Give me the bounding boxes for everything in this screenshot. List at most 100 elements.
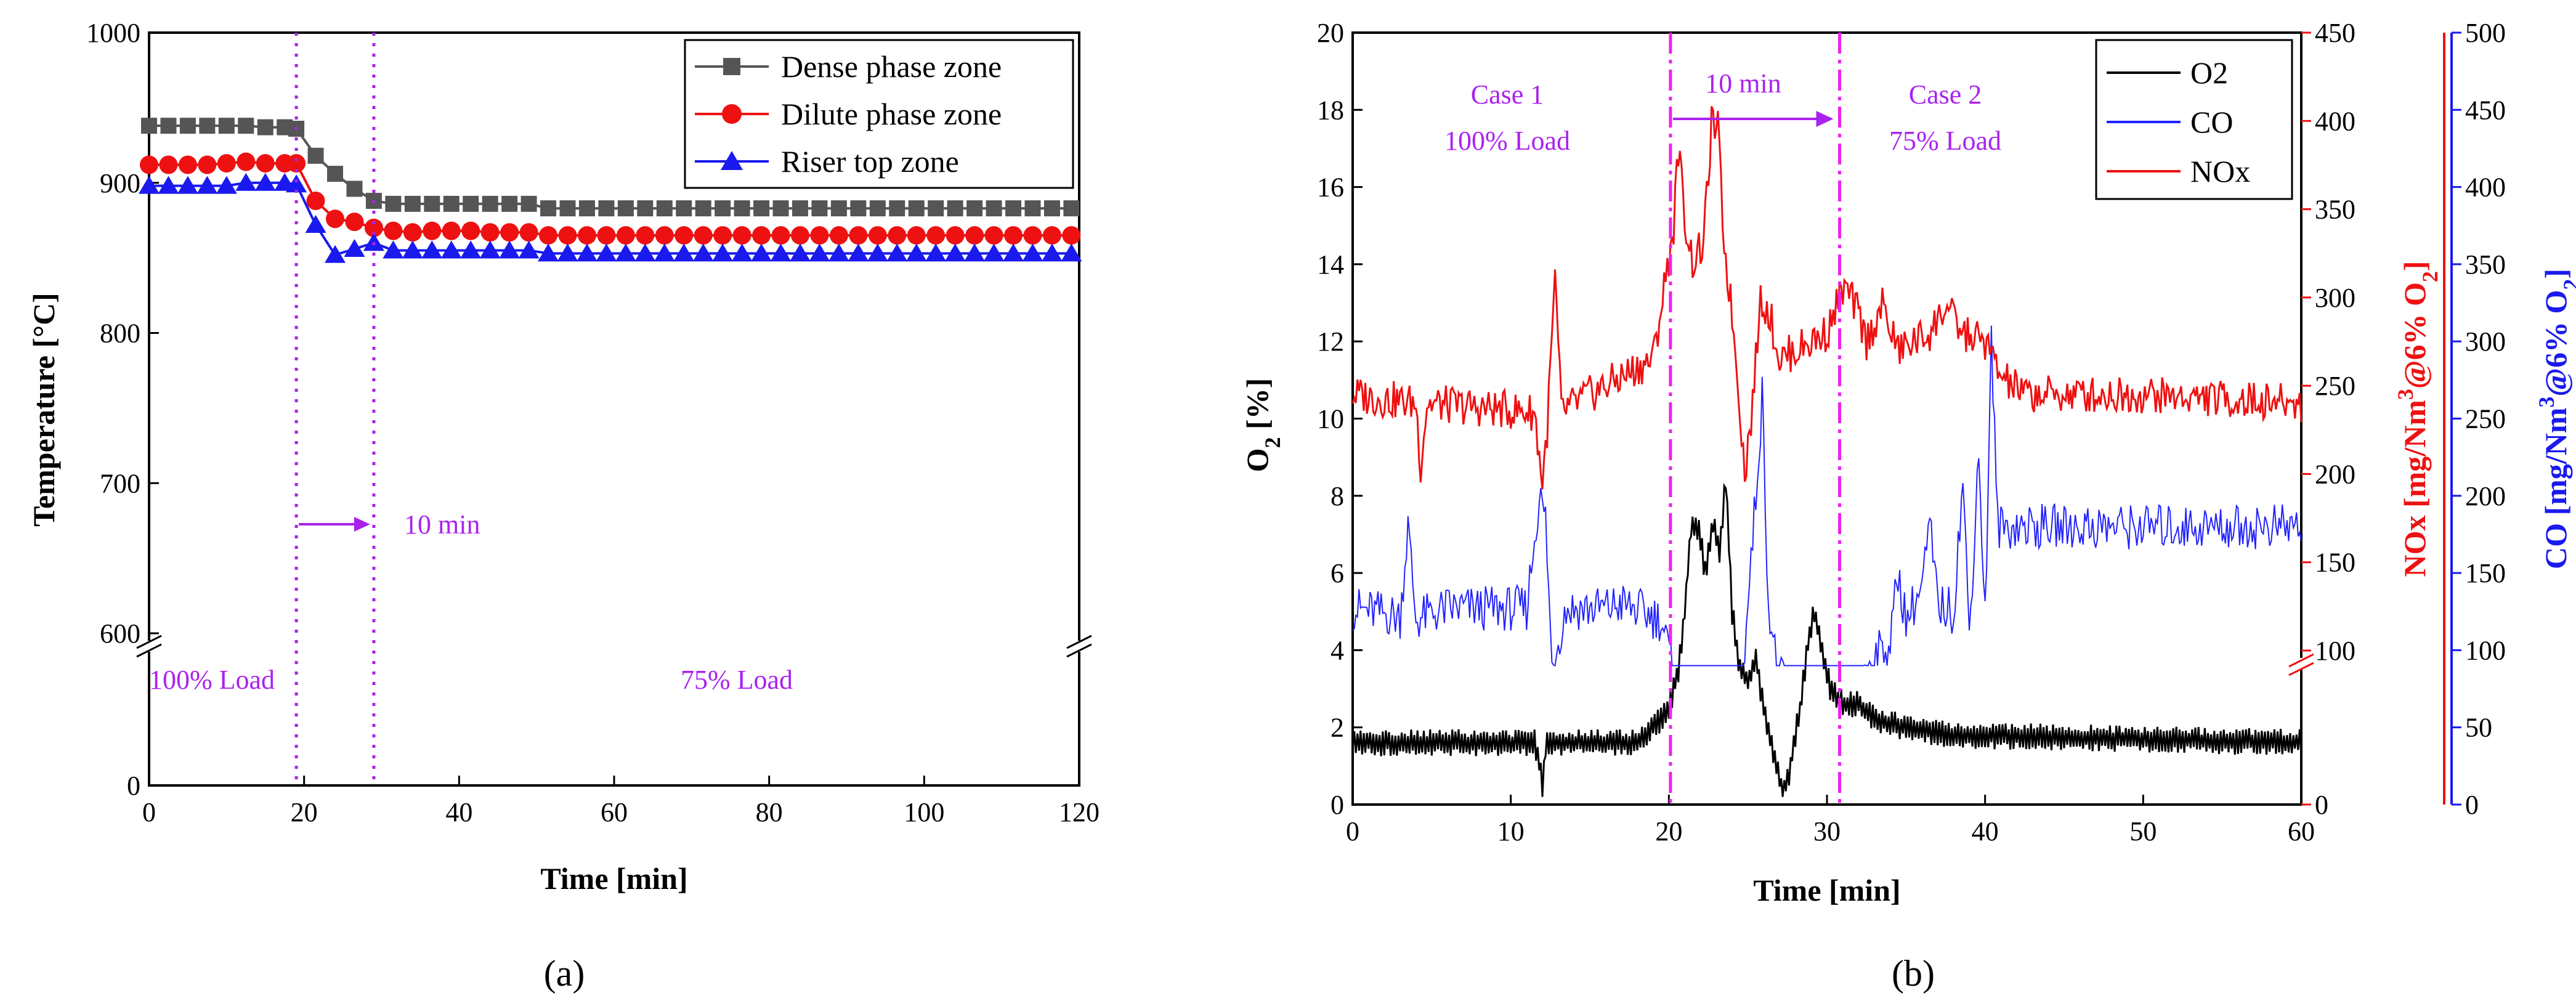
panel-a-riser-point [235, 172, 257, 191]
panel-a-dilute-point [198, 155, 217, 174]
panel-b-o2-tick-label: 4 [1331, 635, 1344, 665]
legend-dense-label: Dense phase zone [781, 49, 1002, 84]
panel-a-dilute-point [965, 226, 984, 245]
panel-b-co-tick-label: 200 [2465, 481, 2506, 511]
panel-a-riser-point [886, 243, 908, 262]
panel-a-y-tick-label: 1000 [86, 18, 140, 48]
panel-a-dense-point [346, 181, 363, 197]
panel-a-dense-point [772, 200, 789, 217]
legend-riser-marker [721, 151, 743, 170]
panel-a-dense-point [443, 195, 460, 212]
panel-b-o2-tick-label: 14 [1317, 249, 1344, 280]
panel-a-legend: Dense phase zone Dilute phase zone Riser… [684, 39, 1074, 189]
panel-b-x-axis-title: Time [min] [1753, 873, 1900, 907]
panel-a-y-tick-label: 800 [100, 318, 140, 349]
legend-nox-label: NOx [2190, 154, 2250, 189]
panel-a-dense-point [656, 200, 673, 217]
panel-a-riser-point [254, 172, 276, 191]
panel-b-o2-tick-label: 20 [1317, 18, 1344, 48]
panel-a-dense-point [1063, 200, 1080, 217]
panel-a-dilute-point [539, 226, 558, 245]
panel-a-riser-point [402, 240, 423, 259]
panel-a-dilute-point [345, 213, 364, 232]
panel-a-dilute-point [577, 226, 596, 245]
panel-a-dense-point [501, 195, 518, 212]
panel-a-dilute-point [306, 192, 325, 210]
panel-a-riser-point [576, 243, 597, 262]
panel-a-dilute-point [888, 226, 907, 245]
panel-b-nox-tick-label: 100 [2315, 636, 2355, 666]
panel-a-annotations [294, 33, 376, 785]
panel-a-dense-point [850, 200, 867, 217]
panel-a-dilute-point [558, 226, 577, 245]
nox-title-sup: 3 [2393, 389, 2418, 400]
panel-a-dense-point [307, 147, 324, 164]
panel-b-o2-tick-label: 16 [1317, 172, 1344, 203]
panel-a-dilute-point [868, 226, 887, 245]
panel-a-dilute-point [159, 155, 178, 174]
panel-a-dense-point [947, 200, 963, 217]
panel-a-x-tick-label: 40 [445, 797, 472, 827]
co-title-head: CO [mg/Nm [2538, 408, 2573, 569]
panel-a-riser-point [1003, 243, 1024, 262]
panel-a-dense-point [1043, 200, 1060, 217]
panel-b-o2-tick-label: 0 [1331, 790, 1344, 820]
panel-a-dilute-point [655, 226, 674, 245]
panel-a-riser-point [712, 243, 734, 262]
panel-a-riser-point [1041, 243, 1063, 262]
panel-a-dilute-point [237, 152, 256, 171]
panel-a-left-region-label: 100% Load [149, 665, 275, 695]
panel-a-dense-point [869, 200, 886, 217]
panel-a-dense-point [908, 200, 925, 217]
panel-a-riser-point [383, 240, 404, 259]
panel-a-dilute-point [597, 226, 616, 245]
panel-b-nox-line [1351, 106, 2303, 490]
panel-a-dense-point [218, 118, 235, 134]
panel-a-dense-point [520, 195, 537, 212]
case1-load: 100% Load [1444, 126, 1570, 156]
panel-b-x-tick-label: 60 [2288, 816, 2315, 846]
panel-a-riser-point [596, 243, 617, 262]
panel-a-riser-point [905, 243, 927, 262]
panel-a-riser-point [925, 243, 947, 262]
panel-a-dense-point [792, 200, 808, 217]
panel-a-y-tick-label: 0 [127, 771, 140, 801]
panel-b-o2-tick-label: 18 [1317, 95, 1344, 125]
co-title-sub: 2 [2559, 279, 2576, 290]
panel-b: 0 10 20 30 40 50 60024681012141618200100150200… [1240, 18, 2576, 994]
panel-a-riser-point [158, 176, 179, 194]
panel-b-nox-tick-label: 150 [2315, 548, 2355, 578]
panel-a-series [139, 118, 1082, 263]
panel-b-nox-tick-label: 250 [2315, 371, 2355, 401]
panel-b-co-tick-label: 0 [2465, 790, 2479, 820]
legend-riser-label: Riser top zone [781, 144, 959, 179]
panel-b-o2-tick-label: 2 [1331, 713, 1344, 743]
panel-a-axis-break-mark [136, 643, 162, 658]
panel-a-dense-point [540, 200, 557, 217]
nox-title-mid: @6% O [2397, 282, 2432, 389]
panel-a-dense-point [559, 200, 576, 217]
panel-b-ticks: 0 10 20 30 40 50 60024681012141618200100150200… [1317, 18, 2506, 846]
panel-a-riser-point [673, 243, 695, 262]
panel-a-riser-point [964, 243, 986, 262]
panel-a-dilute-point [791, 226, 809, 245]
panel-a-riser-point [177, 176, 198, 194]
o2-title-tail: [%] [1240, 378, 1274, 437]
panel-b-label: (b) [1892, 953, 1935, 994]
panel-a-riser-point [654, 243, 675, 262]
panel-a-dense-point [404, 195, 421, 212]
panel-a-riser-point [421, 240, 443, 259]
panel-a-riser-point [634, 243, 656, 262]
panel-a-riser-point [538, 243, 559, 262]
panel-a-dilute-point [140, 155, 158, 174]
o2-title-sub: 2 [1260, 437, 1285, 448]
panel-a-x-tick-label: 120 [1059, 797, 1100, 827]
panel-a-riser-point [479, 240, 501, 259]
panel-a-dilute-point [1042, 226, 1061, 245]
panel-b-interval-arrowhead [1816, 111, 1834, 127]
panel-b-o2-tick-label: 6 [1331, 558, 1344, 588]
panel-b-o2-axis-title: O2 [%] [1240, 378, 1285, 473]
panel-a-riser-point [518, 240, 540, 259]
panel-b-co-tick-label: 350 [2465, 249, 2506, 280]
panel-a-riser-point [944, 243, 966, 262]
